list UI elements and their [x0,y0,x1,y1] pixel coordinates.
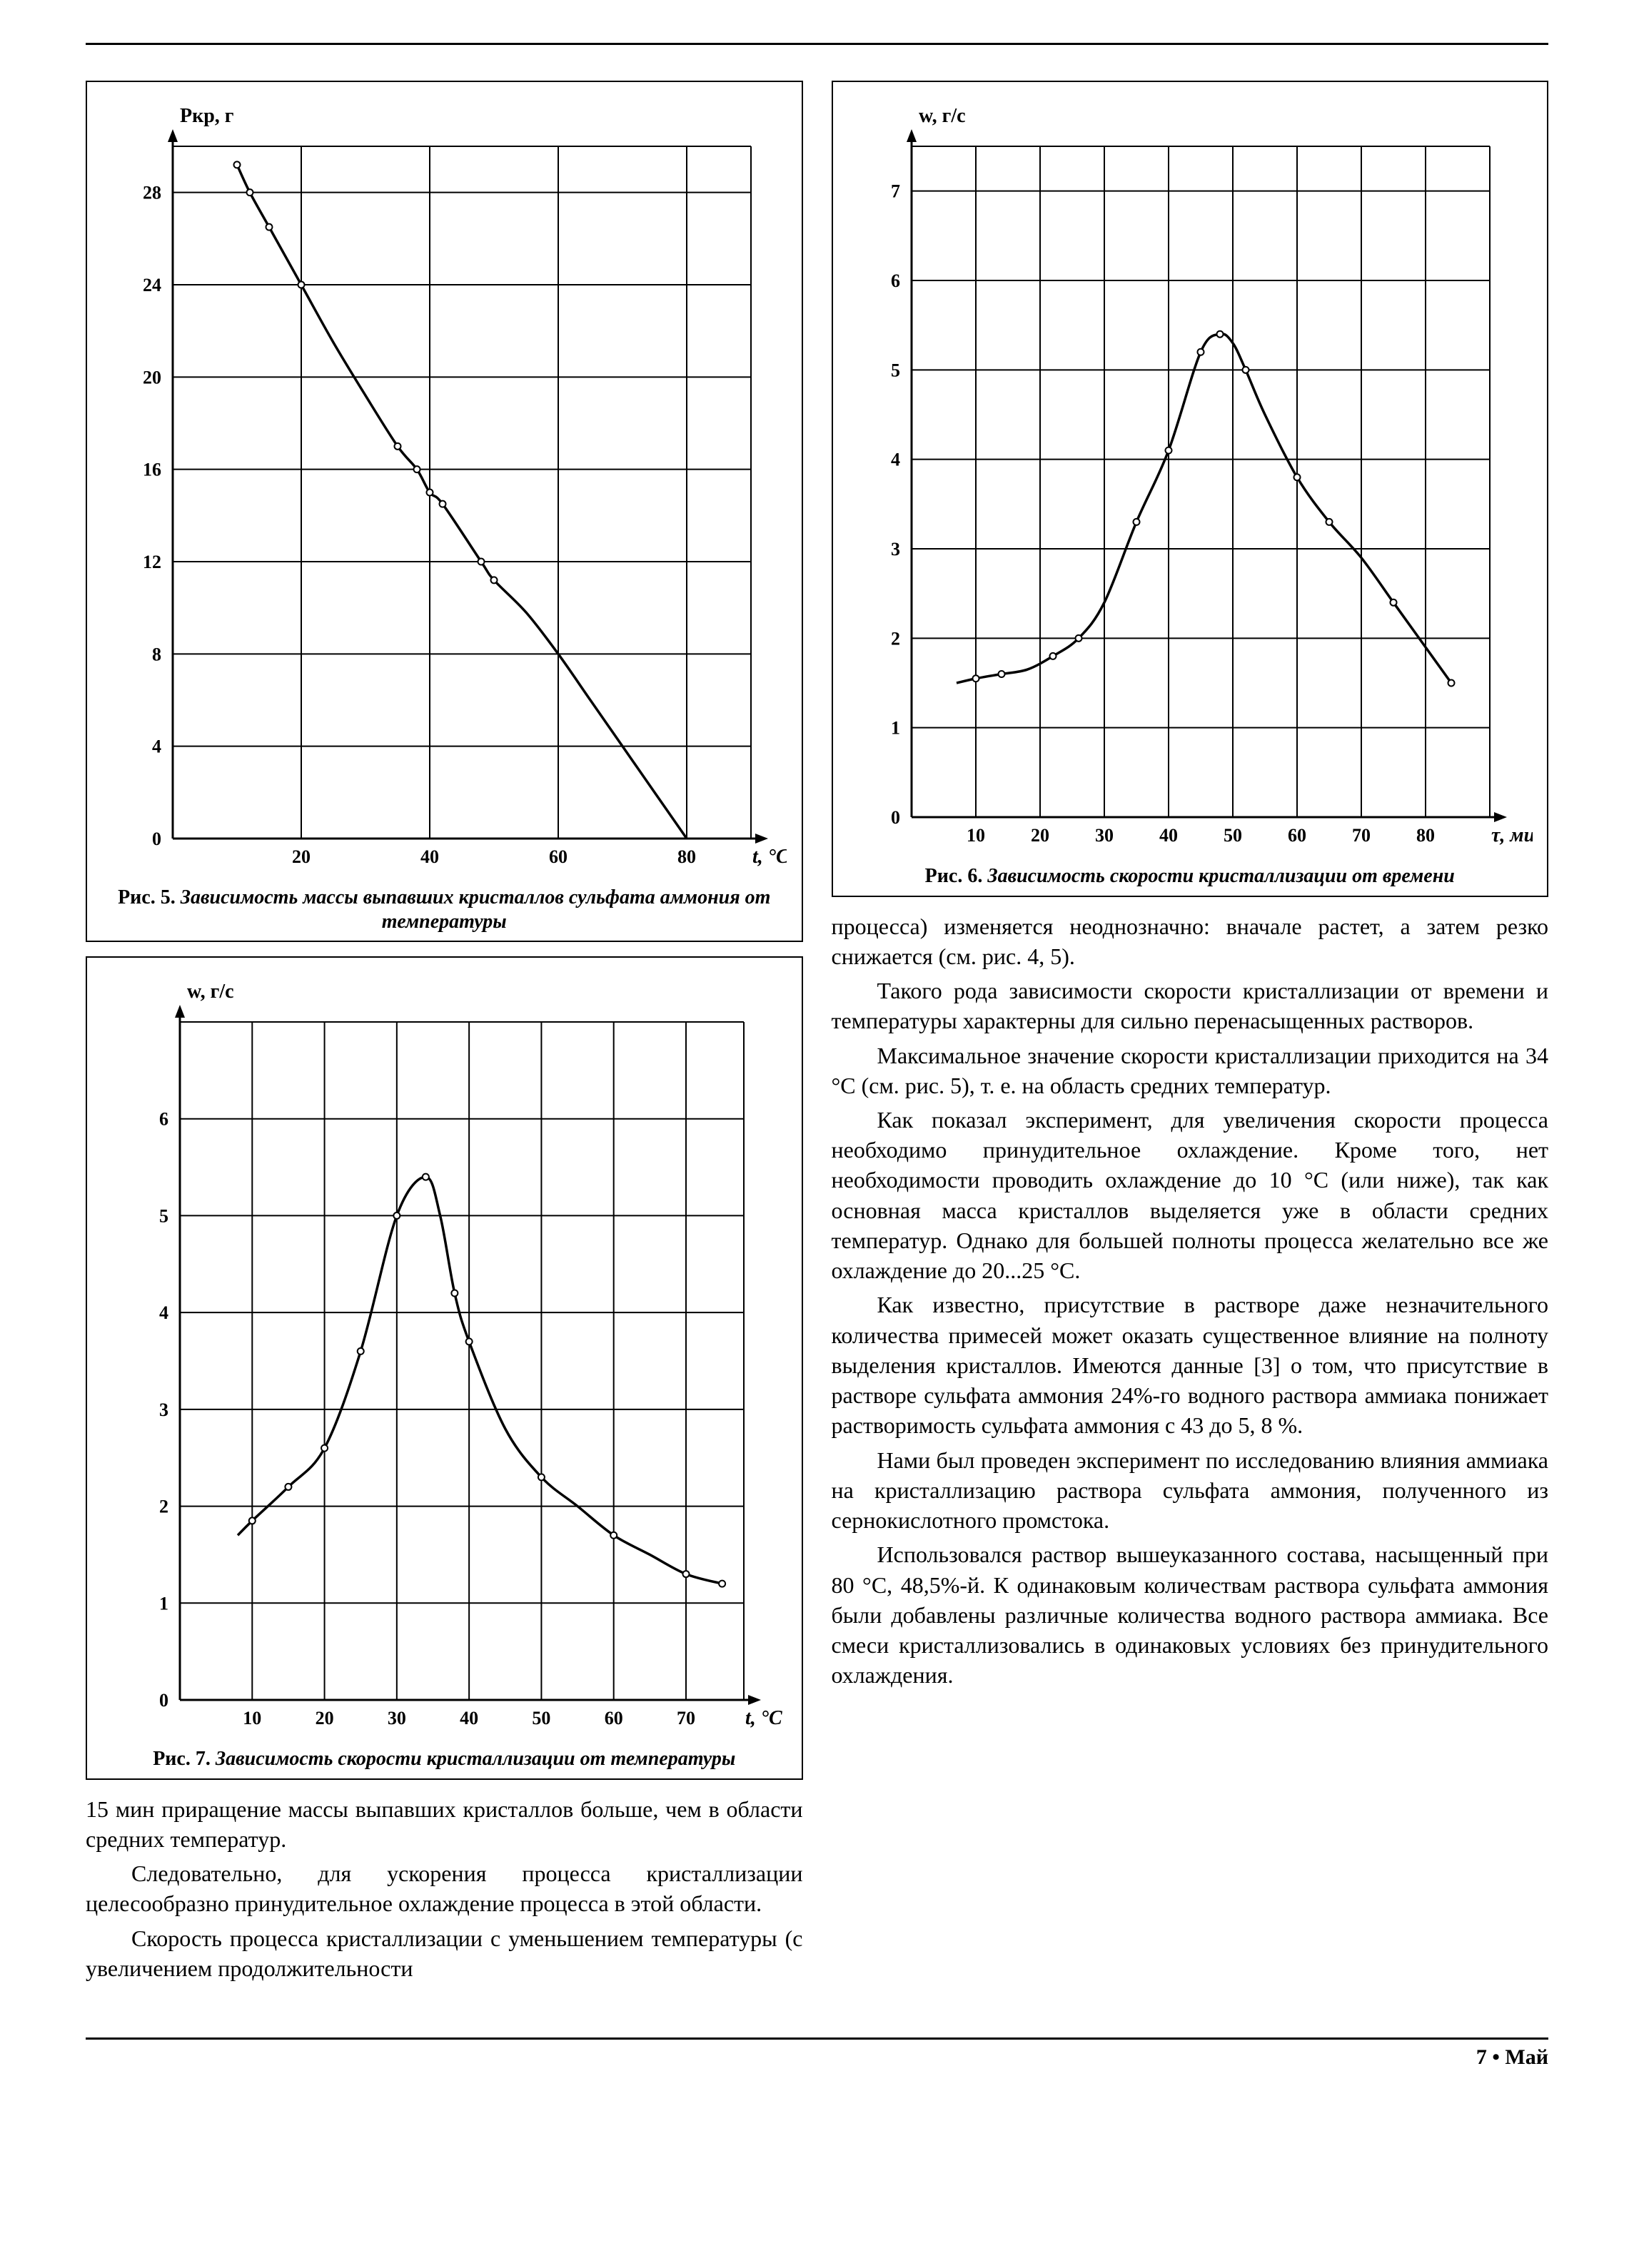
svg-text:40: 40 [1159,825,1178,846]
svg-text:12: 12 [143,552,161,572]
svg-text:w, г/с: w, г/с [187,981,234,1003]
para-l2: Следовательно, для ускорения процесса кр… [86,1858,803,1918]
svg-text:1: 1 [891,718,900,739]
svg-text:1: 1 [159,1593,168,1614]
right-column: 10 20 30 40 50 60 70 80 0 1 2 3 4 5 6 7 w, г/с τ, мин Рис… [832,81,1549,1988]
para-r6: Нами был проведен эксперимент по исследо… [832,1445,1549,1536]
svg-text:w, г/с: w, г/с [919,105,966,127]
svg-text:40: 40 [420,846,439,867]
para-r1: процесса) изменяется неоднозначно: внача… [832,911,1549,971]
svg-text:4: 4 [152,736,161,757]
para-r2: Такого рода зависимости скорости кристал… [832,976,1549,1036]
caption-fig5: Рис. 5. Зависимость массы выпавших крист… [101,886,787,933]
body-text-right: процесса) изменяется неоднозначно: внача… [832,911,1549,1691]
svg-text:16: 16 [143,460,161,480]
svg-text:70: 70 [677,1708,695,1728]
svg-text:0: 0 [891,807,900,828]
para-r5: Как известно, присутствие в растворе даж… [832,1290,1549,1440]
caption-prefix: Рис. 5. [118,886,181,908]
svg-text:60: 60 [1288,825,1306,846]
svg-text:2: 2 [159,1497,168,1517]
svg-text:80: 80 [1416,825,1435,846]
left-column: 204060800481216202428Pкр, гt, °C Рис. 5.… [86,81,803,1988]
svg-text:24: 24 [143,275,161,295]
svg-text:20: 20 [1031,825,1049,846]
svg-text:5: 5 [891,360,900,380]
svg-text:4: 4 [159,1302,168,1323]
svg-text:10: 10 [967,825,985,846]
svg-text:8: 8 [152,644,161,664]
page-footer: 7 • Май [86,2037,1548,2070]
caption-prefix: Рис. 6. [925,865,988,887]
figure-7: 10 20 30 40 50 60 70 0 1 2 3 4 5 6 w, г/с t, °C Рис. 7.… [86,956,803,1780]
figure-5: 20 40 60 80 0 4 8 12 16 20 24 28 Pкр, г t, °C Рис. 5.… [86,81,803,942]
svg-text:t, °C: t, °C [752,846,787,868]
caption-fig6: Рис. 6. Зависимость скорости кристаллиза… [847,864,1533,889]
svg-text:7: 7 [891,181,900,202]
svg-text:t, °C: t, °C [745,1707,782,1729]
svg-text:60: 60 [605,1708,623,1728]
svg-text:20: 20 [143,367,161,388]
chart-fig6: 10 20 30 40 50 60 70 80 0 1 2 3 4 5 6 7 w, г/с τ, мин [847,96,1533,860]
para-r7: Использовался раствор вышеуказанного сос… [832,1539,1549,1690]
svg-text:3: 3 [891,539,900,560]
svg-text:70: 70 [1352,825,1371,846]
svg-text:Pкр, г: Pкр, г [180,105,234,127]
svg-text:0: 0 [159,1690,168,1711]
para-l3: Скорость процесса кристаллизации с умень… [86,1923,803,1983]
svg-text:20: 20 [316,1708,334,1728]
svg-text:τ, мин: τ, мин [1491,824,1533,846]
caption-prefix: Рис. 7. [153,1748,216,1770]
figure-6: 10 20 30 40 50 60 70 80 0 1 2 3 4 5 6 7 w, г/с τ, мин Рис… [832,81,1549,897]
caption-text: Зависимость массы выпавших кристаллов су… [181,886,771,933]
svg-text:50: 50 [1224,825,1242,846]
svg-text:0: 0 [152,829,161,849]
svg-text:2: 2 [891,628,900,649]
svg-text:28: 28 [143,183,161,203]
para-r4: Как показал эксперимент, для увеличения … [832,1105,1549,1285]
footer-text: 7 • Май [1476,2045,1548,2069]
caption-fig7: Рис. 7. Зависимость скорости кристаллиза… [101,1747,787,1771]
svg-text:40: 40 [460,1708,478,1728]
caption-text: Зависимость скорости кристаллизации от т… [216,1748,735,1770]
para-r3: Максимальное значение скорости кристалли… [832,1041,1549,1100]
svg-text:6: 6 [159,1109,168,1130]
body-text-left: 15 мин приращение массы выпавших кристал… [86,1794,803,1983]
svg-text:30: 30 [1095,825,1114,846]
svg-text:30: 30 [388,1708,406,1728]
chart-fig5: 20 40 60 80 0 4 8 12 16 20 24 28 Pкр, г t, °C [101,96,787,881]
svg-text:20: 20 [292,846,311,867]
caption-text: Зависимость скорости кристаллизации от в… [987,865,1455,887]
svg-text:6: 6 [891,270,900,291]
svg-text:5: 5 [159,1206,168,1227]
svg-text:80: 80 [677,846,696,867]
two-columns: 204060800481216202428Pкр, гt, °C Рис. 5.… [86,81,1548,1988]
para-l1: 15 мин приращение массы выпавших кристал… [86,1794,803,1854]
svg-text:60: 60 [549,846,568,867]
svg-text:50: 50 [533,1708,551,1728]
svg-text:3: 3 [159,1399,168,1420]
svg-text:4: 4 [891,450,900,470]
svg-text:10: 10 [243,1708,262,1728]
chart-fig7: 10 20 30 40 50 60 70 0 1 2 3 4 5 6 w, г/с t, °C [101,972,787,1743]
page: 204060800481216202428Pкр, гt, °C Рис. 5.… [86,43,1548,2070]
